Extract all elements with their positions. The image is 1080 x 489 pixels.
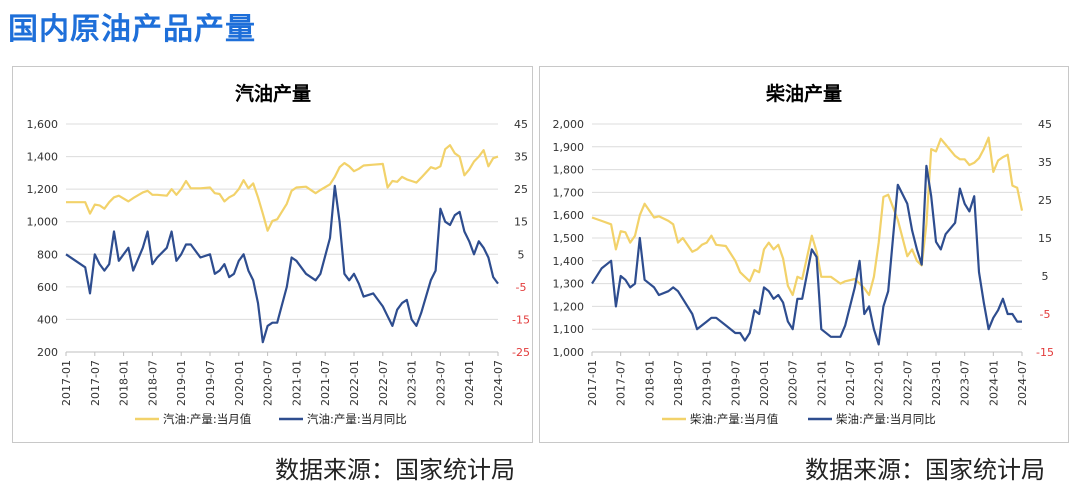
- gasoline-chart-panel: 汽油产量 200 400 600 800 1,000 1,200 1,400 1,600 -25 -…: [12, 66, 533, 443]
- diesel-right-tick-label: 15: [1038, 232, 1052, 245]
- diesel-legend-label: 柴油:产量:当月同比: [836, 412, 936, 426]
- gasoline-right-tick-label: 35: [514, 151, 528, 164]
- diesel-x-tick-label: 2024-07: [1016, 360, 1029, 406]
- diesel-left-tick-label: 1,800: [553, 164, 585, 177]
- diesel-left-tick-label: 1,600: [553, 209, 585, 222]
- gasoline-right-tick-label: -15: [512, 313, 530, 326]
- gasoline-x-tick-label: 2022-07: [377, 360, 390, 406]
- diesel-left-tick-label: 1,300: [553, 278, 585, 291]
- gasoline-x-tick-label: 2020-01: [233, 360, 246, 406]
- diesel-left-tick-label: 1,400: [553, 255, 585, 268]
- diesel-chart-title: 柴油产量: [765, 82, 842, 105]
- gasoline-right-tick-label: 45: [514, 118, 528, 131]
- diesel-x-tick-label: 2018-07: [672, 360, 685, 406]
- diesel-right-tick-label: 35: [1038, 156, 1052, 169]
- diesel-left-tick-label: 1,500: [553, 232, 585, 245]
- diesel-x-tick-label: 2020-01: [758, 360, 771, 406]
- diesel-right-tick-label: -5: [1040, 308, 1051, 321]
- diesel-series-line-yoy: [591, 164, 1022, 346]
- diesel-x-tick-label: 2019-01: [701, 360, 714, 406]
- gasoline-legend-label: 汽油:产量:当月值: [163, 412, 252, 426]
- page-title: 国内原油产品产量: [8, 12, 256, 47]
- gasoline-series-line-value: [66, 144, 499, 232]
- gasoline-chart-title: 汽油产量: [235, 82, 311, 105]
- source-note-left: 数据来源：国家统计局: [275, 456, 515, 484]
- diesel-right-tick-label: 45: [1038, 118, 1052, 131]
- diesel-x-tick-label: 2021-01: [815, 360, 828, 406]
- diesel-right-tick-label: -15: [1036, 346, 1054, 359]
- gasoline-series-line-yoy: [65, 184, 499, 344]
- gasoline-x-tick-label: 2021-07: [319, 360, 332, 406]
- gasoline-x-tick-label: 2021-01: [290, 360, 303, 406]
- gasoline-left-tick-label: 600: [37, 281, 58, 294]
- gasoline-x-tick-label: 2019-01: [175, 360, 188, 406]
- diesel-x-tick-label: 2023-07: [959, 360, 972, 406]
- gasoline-left-tick-label: 800: [37, 248, 58, 261]
- gasoline-x-tick-label: 2018-01: [118, 360, 131, 406]
- diesel-x-tick-label: 2020-07: [787, 360, 800, 406]
- gasoline-x-tick-label: 2017-07: [89, 360, 102, 406]
- gasoline-x-tick-label: 2024-07: [492, 360, 505, 406]
- gasoline-x-tick-label: 2022-01: [348, 360, 361, 406]
- gasoline-right-tick-label: -25: [512, 346, 530, 359]
- gasoline-x-tick-label: 2020-07: [262, 360, 275, 406]
- gasoline-x-tick-label: 2024-01: [463, 360, 476, 406]
- diesel-x-tick-label: 2023-01: [930, 360, 943, 406]
- diesel-x-tick-label: 2017-07: [615, 360, 628, 406]
- diesel-x-tick-label: 2018-01: [643, 360, 656, 406]
- gasoline-right-tick-label: 15: [514, 216, 528, 229]
- diesel-left-tick-label: 1,900: [553, 141, 585, 154]
- gasoline-left-tick-label: 1,200: [27, 183, 59, 196]
- gasoline-x-tick-label: 2018-07: [146, 360, 159, 406]
- diesel-x-tick-label: 2024-01: [987, 360, 1000, 406]
- gasoline-left-tick-label: 400: [37, 313, 58, 326]
- diesel-left-tick-label: 1,200: [553, 300, 585, 313]
- diesel-right-tick-label: 25: [1038, 194, 1052, 207]
- diesel-chart-panel: 柴油产量 1,000 1,100 1,200 1,300 1,400 1,500 1,600 1…: [539, 66, 1069, 443]
- diesel-left-tick-label: 1,100: [553, 323, 585, 336]
- gasoline-left-tick-label: 1,400: [27, 151, 59, 164]
- diesel-x-tick-label: 2017-01: [586, 360, 599, 406]
- gasoline-right-tick-label: 25: [514, 183, 528, 196]
- diesel-legend-label: 柴油:产量:当月值: [690, 412, 779, 426]
- gasoline-right-tick-label: -5: [516, 281, 527, 294]
- gasoline-right-tick-label: 5: [518, 248, 525, 261]
- source-note-right: 数据来源：国家统计局: [805, 456, 1045, 484]
- gasoline-left-tick-label: 1,000: [27, 216, 59, 229]
- diesel-series-line-value: [591, 136, 1024, 297]
- gasoline-chart: 汽油产量 200 400 600 800 1,000 1,200 1,400 1,600 -25 -…: [27, 82, 530, 426]
- diesel-left-tick-label: 1,000: [553, 346, 585, 359]
- diesel-x-tick-label: 2022-07: [901, 360, 914, 406]
- gasoline-x-tick-label: 2017-01: [60, 360, 73, 406]
- gasoline-x-tick-label: 2019-07: [204, 360, 217, 406]
- gasoline-legend-label: 汽油:产量:当月同比: [307, 412, 407, 426]
- gasoline-x-tick-label: 2023-01: [406, 360, 419, 406]
- gasoline-left-tick-label: 200: [37, 346, 58, 359]
- gasoline-left-tick-label: 1,600: [27, 118, 59, 131]
- diesel-right-tick-label: 5: [1042, 270, 1049, 283]
- gasoline-x-tick-label: 2023-07: [434, 360, 447, 406]
- diesel-x-tick-label: 2019-07: [729, 360, 742, 406]
- diesel-chart: 柴油产量 1,000 1,100 1,200 1,300 1,400 1,500 1,600 1…: [553, 82, 1054, 426]
- diesel-left-tick-label: 1,700: [553, 186, 585, 199]
- diesel-left-tick-label: 2,000: [553, 118, 585, 131]
- diesel-x-tick-label: 2022-01: [873, 360, 886, 406]
- diesel-x-tick-label: 2021-07: [844, 360, 857, 406]
